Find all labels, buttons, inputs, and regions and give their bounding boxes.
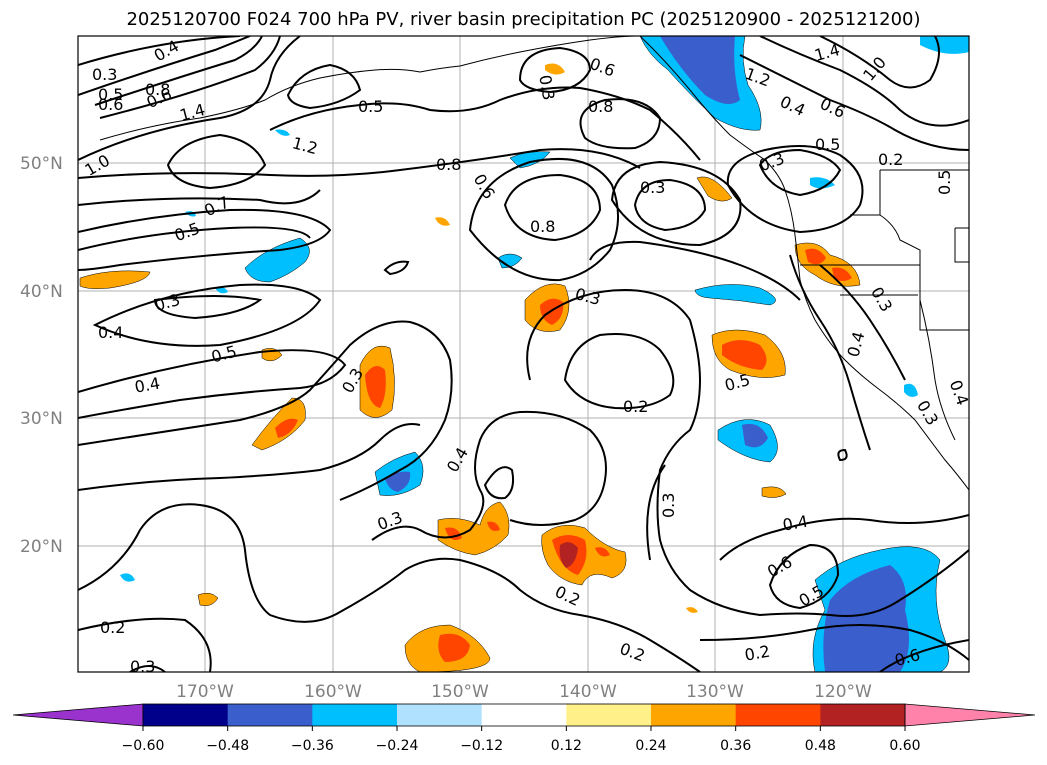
latitude-labels: 50°N 40°N 30°N 20°N: [20, 154, 63, 557]
colorbar-segment: [312, 704, 398, 726]
contour-label: 0.5: [815, 135, 840, 154]
contour-label: 0.4: [781, 512, 809, 535]
colorbar-extend-min: [12, 703, 144, 727]
contour-label: 0.5: [935, 170, 954, 195]
contour-label: 0.3: [535, 73, 558, 101]
contour-label: 0.3: [640, 178, 665, 197]
longitude-labels: 170°W 160°W 150°W 140°W 130°W 120°W: [176, 682, 872, 702]
colorbar-tick-label: −0.48: [206, 738, 249, 754]
lon-label: 170°W: [176, 682, 234, 702]
lat-label: 50°N: [20, 154, 63, 174]
colorbar-segment: [735, 704, 821, 726]
lon-label: 140°W: [559, 682, 617, 702]
colorbar-tick-label: 0.12: [551, 738, 582, 754]
lat-label: 20°N: [20, 537, 63, 557]
contour-label: 0.2: [623, 397, 648, 416]
colorbar: [12, 703, 1036, 727]
contour-label: 0.8: [588, 97, 613, 116]
colorbar-ticks: −0.60 −0.48 −0.36 −0.24 −0.12 0.12 0.24 0.36 0.4…: [122, 726, 921, 754]
contour-label: 0.2: [100, 618, 125, 637]
contour-label: 0.3: [92, 65, 117, 84]
colorbar-segment: [820, 704, 906, 726]
colorbar-tick-label: 0.24: [635, 738, 666, 754]
lon-label: 120°W: [814, 682, 872, 702]
colorbar-segment: [143, 704, 229, 726]
colorbar-extend-max: [904, 703, 1036, 727]
coastlines: [99, 36, 969, 491]
lon-label: 160°W: [304, 682, 362, 702]
colorbar-segment: [566, 704, 652, 726]
contour-label: 0.4: [133, 374, 161, 397]
precip-positive-areas: [79, 63, 861, 672]
contour-label: 0.2: [878, 150, 903, 169]
contour-label: 0.6: [98, 95, 123, 114]
contour-label: 0.8: [436, 155, 461, 174]
contour-label: 0.5: [358, 97, 383, 116]
colorbar-segment: [227, 704, 313, 726]
colorbar-tick-label: −0.24: [376, 738, 419, 754]
lon-label: 130°W: [686, 682, 744, 702]
contour-label: 0.8: [145, 80, 170, 99]
colorbar-segment: [397, 704, 483, 726]
colorbar-segment: [651, 704, 737, 726]
contour-label: 0.5: [98, 85, 123, 104]
colorbar-tick-label: 0.60: [889, 738, 920, 754]
map-frame: [77, 35, 970, 673]
colorbar-segment: [481, 704, 567, 726]
lon-label: 150°W: [431, 682, 489, 702]
colorbar-tick-label: 0.36: [720, 738, 751, 754]
lat-label: 30°N: [20, 409, 63, 429]
colorbar-outline: [142, 703, 906, 727]
colorbar-tick-label: −0.36: [291, 738, 334, 754]
colorbar-tick-label: −0.12: [460, 738, 503, 754]
map-title: 2025120700 F024 700 hPa PV, river basin …: [126, 9, 921, 30]
map-area: [78, 36, 969, 672]
contour-label: 0.2: [743, 642, 771, 665]
contour-label: 0.4: [98, 323, 123, 342]
colorbar-tick-label: −0.60: [122, 738, 165, 754]
contour-label: 0.3: [659, 493, 678, 518]
contour-label: 0.3: [130, 657, 155, 676]
colorbar-tick-label: 0.48: [805, 738, 836, 754]
pv-contours: [78, 36, 969, 672]
contour-label: 0.8: [530, 217, 555, 236]
lat-label: 40°N: [20, 282, 63, 302]
